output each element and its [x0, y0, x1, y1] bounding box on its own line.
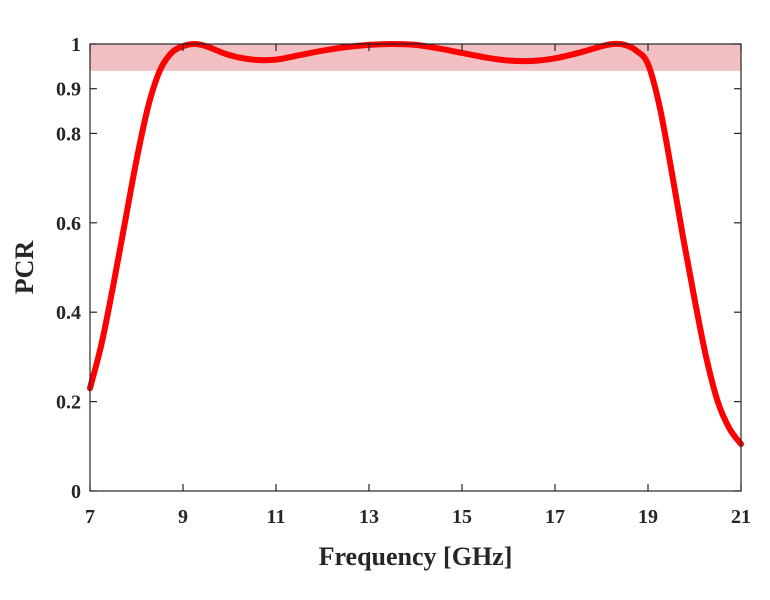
y-tick-label: 1 — [71, 34, 81, 56]
plot-frame — [89, 43, 742, 492]
y-tick-label: 0 — [71, 481, 81, 503]
y-tick-label: 0.9 — [56, 79, 81, 101]
y-axis-label: PCR — [10, 241, 39, 295]
x-tick-label: 21 — [731, 506, 751, 528]
x-tick-label: 7 — [85, 506, 95, 528]
x-tick-label: 15 — [452, 506, 472, 528]
x-tick-label: 17 — [545, 506, 565, 528]
y-tick-label: 0.8 — [56, 123, 81, 145]
y-tick-label: 0.4 — [56, 302, 81, 324]
x-tick-label: 19 — [638, 506, 658, 528]
y-tick-label: 0.6 — [56, 213, 81, 235]
series-line-1 — [87, 40, 744, 448]
x-tick-label: 9 — [178, 506, 188, 528]
x-tick-label: 13 — [359, 506, 379, 528]
x-tick-label: 11 — [267, 506, 286, 528]
x-axis-label: Frequency [GHz] — [319, 542, 513, 571]
y-tick-label: 0.2 — [56, 392, 81, 414]
